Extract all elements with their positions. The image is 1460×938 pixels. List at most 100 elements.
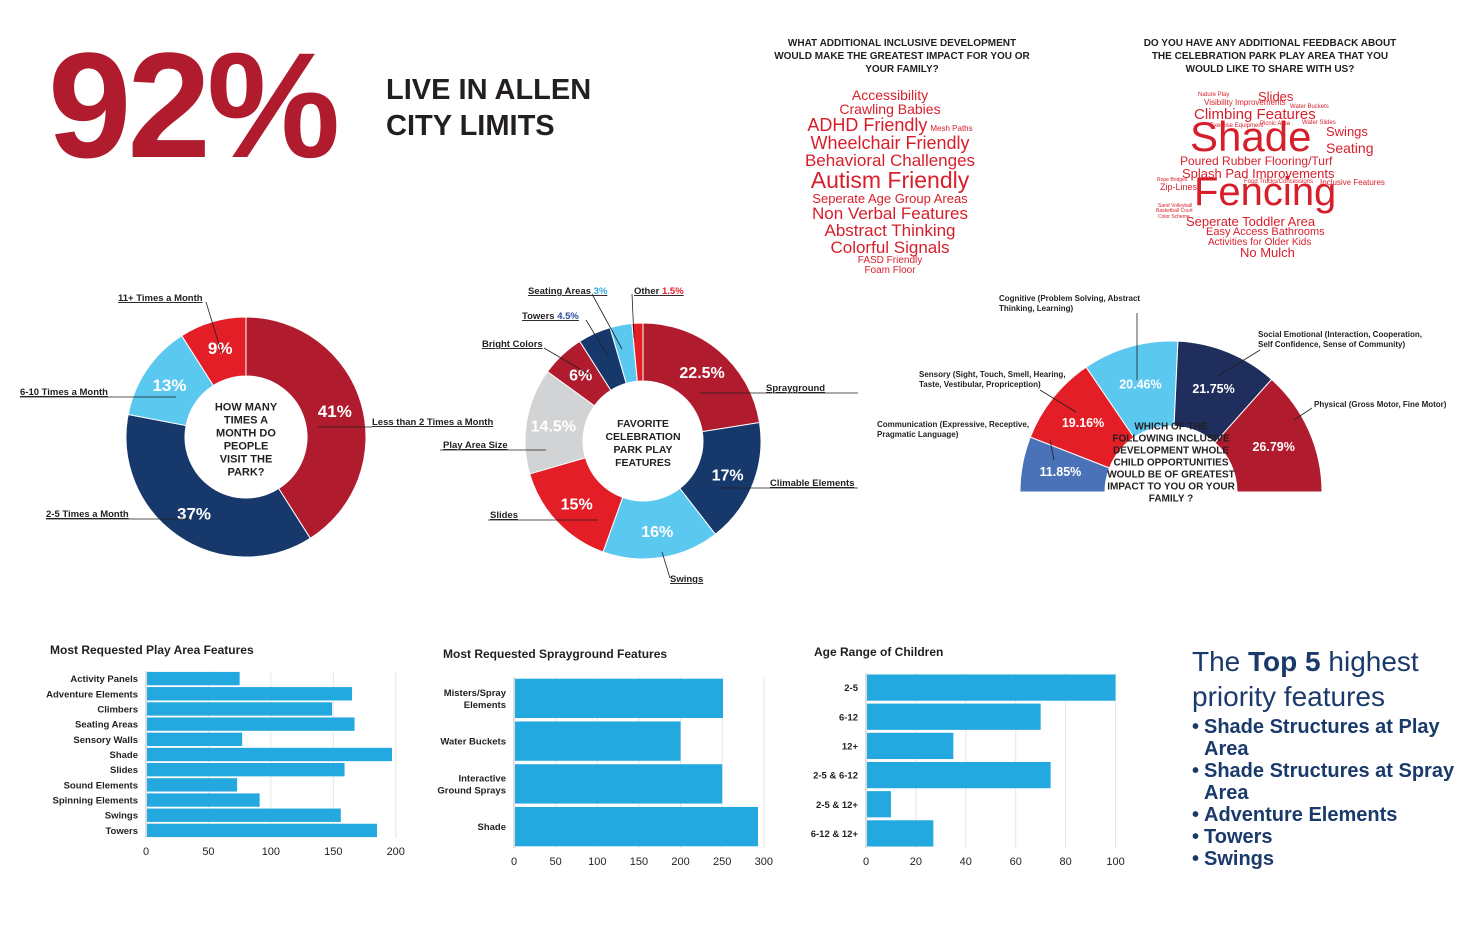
- cloud-word: Seperate Age Group Areas: [812, 191, 968, 206]
- callout-label: Climable Elements: [770, 478, 854, 489]
- x-tick-label: 150: [324, 846, 342, 858]
- cloud-word: Visibility Improvements: [1204, 98, 1286, 107]
- top5-item: Adventure Elements: [1192, 804, 1460, 826]
- wordcloud-2-question: DO YOU HAVE ANY ADDITIONAL FEEDBACK ABOU…: [1130, 37, 1410, 76]
- y-tick-label: 2-5 & 12+: [816, 800, 858, 811]
- x-tick-label: 20: [910, 856, 922, 868]
- cloud-word: Activities for Older Kids: [1208, 237, 1312, 248]
- cloud-word: Nature Play: [1198, 92, 1230, 98]
- headline-line-1: LIVE IN ALLEN: [386, 74, 592, 106]
- bar: [867, 674, 1116, 701]
- callout-label: Physical (Gross Motor, Fine Motor): [1314, 400, 1447, 409]
- question-line: WOULD MAKE THE GREATEST IMPACT FOR YOU O…: [774, 51, 1030, 62]
- callout-label: Sensory (Sight, Touch, Smell, Hearing,: [919, 370, 1066, 379]
- y-tick-label: 12+: [842, 741, 859, 752]
- cloud-word: Crawling Babies: [839, 101, 941, 117]
- cloud-word: Seating: [1326, 140, 1374, 156]
- top5-heading-pre: The: [1192, 646, 1249, 677]
- top5-item: Towers: [1192, 826, 1460, 848]
- callout-label: Thinking, Learning): [999, 304, 1074, 313]
- cloud-word: Water Slides: [1302, 120, 1336, 126]
- callout-label: Towers 4.5%: [522, 311, 579, 322]
- y-tick-label: Adventure Elements: [46, 689, 138, 700]
- callout-label-text: Bright Colors: [482, 339, 543, 350]
- bar: [515, 678, 724, 719]
- cloud-word: Autism Friendly: [810, 167, 970, 193]
- y-tick-label: Interactive: [458, 773, 506, 784]
- cloud-word: Picnic Area: [1260, 121, 1291, 127]
- cloud-word: Climbing Features: [1194, 106, 1316, 123]
- question-line: THE CELEBRATION PARK PLAY AREA THAT YOU: [1151, 51, 1389, 62]
- callout-label: 6-10 Times a Month: [20, 387, 108, 398]
- top5-item: Shade Structures at Spray Area: [1192, 760, 1460, 804]
- callout-line: [661, 551, 671, 579]
- wordcloud-2: Nature Play Slides Visibility Improvemen…: [1150, 88, 1390, 260]
- callout-label-text: Seating Areas: [528, 286, 591, 297]
- y-tick-label: Activity Panels: [70, 674, 138, 685]
- donut-center-text: PEOPLE: [224, 440, 269, 452]
- bar: [147, 687, 353, 701]
- y-tick-label: Sensory Walls: [73, 735, 138, 746]
- cloud-word: Slides: [1258, 89, 1294, 104]
- bar: [147, 671, 240, 686]
- y-tick-label: Slides: [110, 765, 138, 776]
- cloud-word: FASD Friendly: [857, 255, 923, 266]
- donut-slice: [1214, 378, 1323, 493]
- callout-label: Swings: [670, 574, 703, 585]
- bar: [147, 778, 238, 792]
- donut-slice: [631, 322, 644, 382]
- callout-label: Other 1.5%: [634, 286, 684, 297]
- donut-center-text: VISIT THE: [220, 453, 273, 465]
- cloud-word: Easy Access Bathrooms: [1206, 226, 1325, 238]
- bar: [147, 808, 341, 822]
- donut-slice: [642, 322, 761, 433]
- y-tick-label: Elements: [464, 700, 506, 711]
- callout-label: Pragmatic Language): [877, 430, 959, 439]
- callout-line: [543, 347, 591, 376]
- y-tick-label: Ground Sprays: [437, 785, 506, 796]
- cloud-word: Shade: [1190, 113, 1312, 160]
- cloud-word: Behavioral Challenges: [804, 151, 976, 170]
- bar: [147, 732, 243, 746]
- cloud-word: Exercise Equipment: [1210, 123, 1264, 129]
- callout-label-text: Swings: [670, 574, 703, 585]
- x-tick-label: 200: [387, 846, 405, 858]
- bar: [867, 761, 1051, 789]
- callout-label: Slides: [490, 510, 518, 521]
- cloud-word: Non Verbal Features: [812, 204, 968, 223]
- donut-center-text: FEATURES: [615, 457, 671, 469]
- donut-slice-value: 16%: [641, 524, 673, 541]
- callout-label-pct: 3%: [591, 286, 608, 297]
- donut-center-text: DEVELOPMENT WHOLE: [1113, 446, 1229, 457]
- y-tick-label: Shade: [477, 822, 506, 833]
- bar: [867, 703, 1041, 730]
- question-line: DO YOU HAVE ANY ADDITIONAL FEEDBACK ABOU…: [1143, 38, 1397, 49]
- headline-stat: 92%: [48, 21, 340, 189]
- x-tick-label: 100: [1106, 856, 1124, 868]
- top5-list: Shade Structures at Play Area Shade Stru…: [1192, 716, 1460, 870]
- callout-label: 11+ Times a Month: [118, 293, 203, 304]
- donut-slice-value: 15%: [561, 496, 593, 513]
- callout-label: 2-5 Times a Month: [46, 509, 129, 520]
- y-tick-label: 6-12 & 12+: [811, 829, 859, 840]
- top5-heading: The Top 5 highest: [1192, 644, 1460, 679]
- donut-center-text: WHICH OF THE: [1134, 422, 1208, 433]
- cloud-word: No Mulch: [1240, 245, 1295, 260]
- callout-label: Taste, Vestibular, Propriception): [919, 380, 1041, 389]
- callout-label: Seating Areas 3%: [528, 286, 608, 297]
- bar-chart-3-title: Age Range of Children: [814, 645, 944, 659]
- cloud-word: Fencing: [1194, 170, 1337, 214]
- headline-line-2: CITY LIMITS: [386, 110, 555, 142]
- x-tick-label: 0: [863, 856, 869, 868]
- cloud-word: Abstract Thinking: [824, 221, 956, 240]
- half-donut-whole-child: 11.85% 19.16% 20.46% 21.75% 26.79% Communicat…: [877, 294, 1447, 505]
- question-line: YOUR FAMILY?: [865, 64, 939, 75]
- callout-label-text: Climable Elements: [770, 478, 854, 489]
- top5-item: Swings: [1192, 848, 1460, 870]
- x-tick-label: 100: [588, 856, 606, 868]
- donut-charts-panel: 41%37%13%9%Less than 2 Times a Month2-5 …: [20, 286, 1447, 585]
- callout-label: Sprayground: [766, 383, 825, 394]
- bar: [515, 764, 723, 804]
- x-tick-label: 80: [1059, 856, 1071, 868]
